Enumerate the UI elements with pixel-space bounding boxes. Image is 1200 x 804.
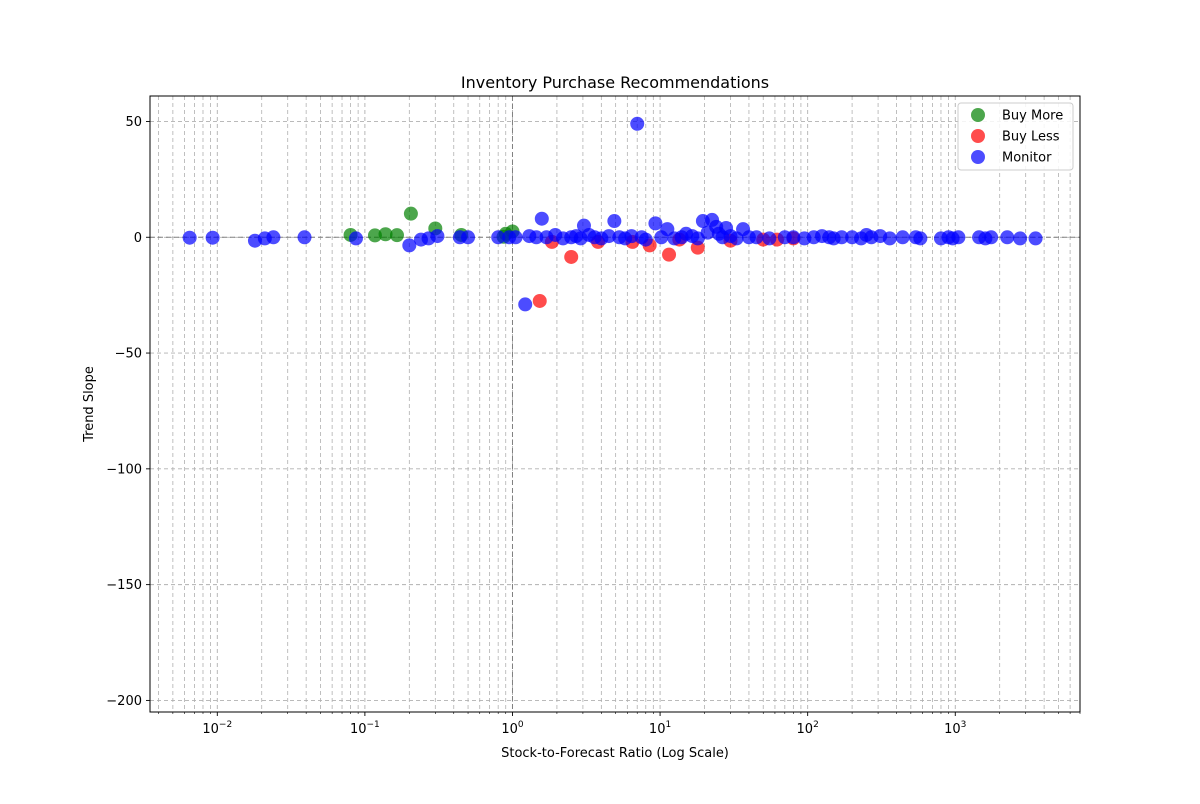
data-point: [630, 116, 645, 131]
data-point: [648, 216, 663, 231]
data-point: [532, 293, 547, 308]
x-axis-ticks: 10−2 10−1 100 101 102 103: [158, 712, 1081, 737]
data-point: [297, 230, 312, 245]
data-point: [882, 231, 897, 246]
legend-box: [957, 102, 1074, 171]
legend-marker: [971, 129, 985, 143]
x-tick-label-exponent: 3: [961, 720, 967, 730]
data-point: [913, 231, 928, 246]
data-point: [402, 238, 417, 253]
x-tick-label: 100: [501, 720, 524, 737]
y-tick-label: −200: [106, 694, 142, 709]
grid-lines: [150, 96, 1081, 712]
data-point: [638, 232, 653, 247]
data-point: [662, 247, 677, 262]
legend-marker: [971, 108, 985, 122]
x-tick-label-exponent: −2: [219, 720, 232, 730]
data-point: [834, 230, 849, 245]
x-tick-label: 10−2: [202, 720, 232, 737]
y-axis-label: Trend Slope: [82, 366, 97, 443]
data-point: [430, 229, 445, 244]
data-point: [266, 230, 281, 245]
data-point: [749, 230, 764, 245]
data-point: [762, 231, 777, 246]
data-point: [205, 230, 220, 245]
chart-title: Inventory Purchase Recommendations: [461, 73, 769, 92]
data-points: [182, 116, 1043, 312]
x-tick-label-exponent: −1: [367, 720, 380, 730]
x-tick-label-base: 10: [649, 722, 666, 737]
data-point: [624, 229, 639, 244]
data-point: [348, 231, 363, 246]
legend-label: Monitor: [1002, 151, 1052, 166]
data-point: [601, 229, 616, 244]
x-tick-label: 10−1: [350, 720, 380, 737]
data-point: [491, 230, 506, 245]
series-monitor: [182, 116, 1043, 312]
data-point: [895, 230, 910, 245]
data-point: [564, 249, 579, 264]
y-tick-label: 50: [125, 115, 142, 130]
legend-marker: [971, 150, 985, 164]
data-point: [182, 230, 197, 245]
x-tick-label-base: 10: [944, 722, 961, 737]
data-point: [529, 230, 544, 245]
x-tick-label-base: 10: [501, 722, 518, 737]
y-tick-label: −150: [106, 578, 142, 593]
data-point: [1000, 230, 1015, 245]
data-point: [786, 230, 801, 245]
x-tick-label-base: 10: [797, 722, 814, 737]
data-point: [1013, 231, 1028, 246]
legend-label: Buy Less: [1002, 130, 1060, 145]
data-point: [607, 214, 622, 229]
data-point: [367, 228, 382, 243]
y-tick-label: −100: [106, 462, 142, 477]
data-point: [1028, 231, 1043, 246]
data-point: [508, 230, 523, 245]
data-point: [389, 228, 404, 243]
x-tick-label: 101: [649, 720, 671, 737]
x-tick-label: 103: [944, 720, 966, 737]
x-tick-label-exponent: 2: [813, 720, 819, 730]
data-point: [951, 230, 966, 245]
plot-area-frame: [149, 95, 1081, 713]
x-tick-label-base: 10: [202, 722, 219, 737]
legend-items: Buy More Buy Less Monitor: [971, 108, 1063, 166]
legend: Buy More Buy Less Monitor: [957, 102, 1074, 171]
data-point: [518, 297, 533, 312]
x-tick-label-base: 10: [350, 722, 367, 737]
x-tick-label: 102: [797, 720, 819, 737]
legend-label: Buy More: [1002, 109, 1063, 124]
data-point: [461, 230, 476, 245]
y-tick-label: −50: [115, 347, 142, 362]
y-tick-label: 0: [134, 231, 142, 246]
x-tick-label-exponent: 0: [518, 720, 524, 730]
y-axis-ticks: 50 0 −50 −100 −150 −200: [106, 115, 150, 709]
data-point: [403, 206, 418, 221]
data-point: [984, 230, 999, 245]
data-point: [534, 211, 549, 226]
data-point: [378, 227, 393, 242]
x-tick-label-exponent: 1: [665, 720, 671, 730]
x-axis-label: Stock-to-Forecast Ratio (Log Scale): [501, 746, 729, 761]
